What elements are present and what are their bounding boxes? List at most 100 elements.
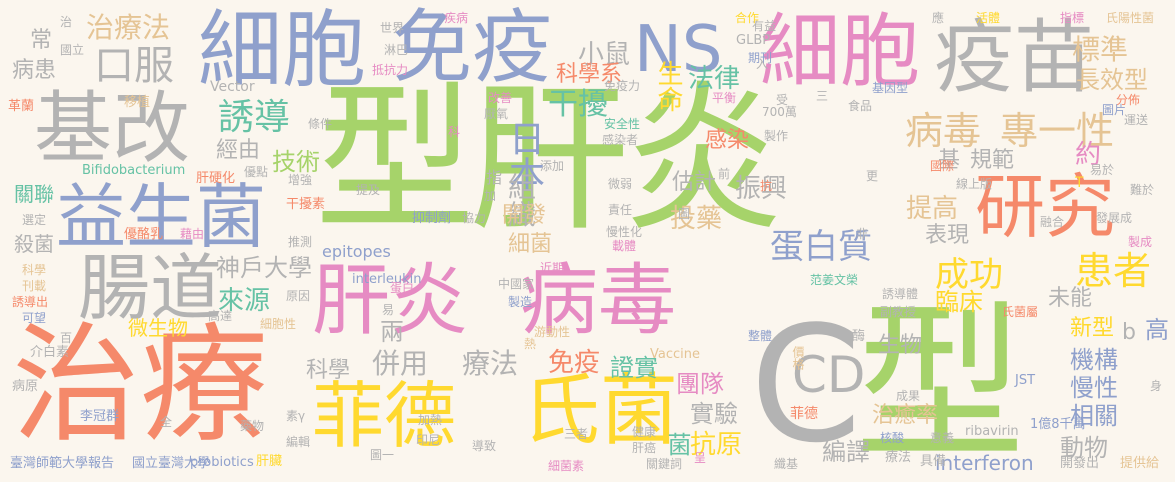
word-life: 生命: [653, 60, 683, 112]
word-epitopes: epitopes: [322, 242, 391, 261]
word-via: 經由: [216, 138, 261, 163]
word-animal: 動物: [1060, 434, 1108, 462]
word-tissue: 組織: [504, 172, 537, 228]
word-transport: 運送: [1124, 113, 1149, 127]
word-estimate: 估計: [672, 170, 717, 195]
word-weak: 微弱: [608, 177, 633, 191]
word-in-vivo: 活體: [976, 11, 1001, 25]
word-produce: 製作: [764, 129, 789, 143]
word-hundred: 百: [60, 331, 73, 345]
word-new-type: 新型: [1070, 316, 1115, 341]
word-often: 常: [30, 28, 53, 53]
word-meaning: 意義: [930, 431, 955, 445]
word-all: 全: [160, 415, 173, 429]
word-condition: 條件: [308, 117, 333, 131]
word-three: 三: [816, 89, 829, 103]
word-therapy-gray: 療法: [462, 347, 519, 380]
word-ke: 科: [448, 125, 461, 139]
word-interfere: 干擾: [548, 87, 608, 122]
word-probiotics: 益生菌: [56, 176, 266, 258]
word-base: 基: [938, 148, 961, 173]
word-cooperation: 合作: [735, 11, 760, 25]
word-three-parties: 三者: [564, 427, 589, 441]
word-cooperate: 協力: [462, 211, 487, 225]
word-pathogen: 病原: [12, 379, 39, 394]
word-ns: NS: [634, 13, 723, 87]
word-virus-pink: 病毒: [520, 256, 677, 346]
word-experiment: 實驗: [690, 400, 738, 428]
word-therapy-small: 療法: [885, 450, 912, 465]
word-interleukin: interleukin: [352, 272, 422, 287]
word-gram: 革蘭: [8, 99, 35, 114]
word-therapy-method: 治療法: [86, 11, 171, 44]
word-motility: 游動性: [534, 325, 571, 339]
word-protein-small: 蛋白: [390, 281, 415, 295]
word-treat-small: 治: [60, 15, 73, 29]
word-enzyme: 酶: [852, 329, 866, 344]
word-cellular: 細胞性: [260, 317, 297, 331]
word-ntu: 國立臺灣大學: [132, 456, 211, 471]
word-international: 國際: [930, 159, 955, 173]
word-protein: 蛋白質: [770, 227, 872, 267]
word-interferon-zh: 干擾素: [286, 197, 326, 212]
word-li-guanqun: 李冠群: [80, 409, 120, 424]
word-yogurt: 優酪乳: [124, 227, 164, 242]
word-heating: 加熱: [418, 413, 443, 427]
word-chronic: 慢性: [1070, 374, 1118, 402]
word-figure: 圖: [678, 207, 691, 221]
word-source: 來源: [218, 286, 271, 316]
word-vector: Vector: [210, 79, 255, 95]
word-japan: 日本: [503, 120, 544, 192]
word-cd: CD: [792, 346, 866, 404]
word-association: 關聯: [14, 182, 54, 206]
word-indicator: 指標: [1060, 11, 1085, 25]
word-institution: 機構: [1070, 346, 1118, 374]
word-reach: 高達: [208, 309, 233, 323]
word-figure-one: 圖一: [370, 448, 395, 462]
word-made-into: 製成: [1128, 235, 1153, 249]
word-science-dept: 科學系: [556, 62, 623, 87]
word-infection: 感染: [705, 128, 750, 153]
word-lymph: 淋巴: [384, 43, 409, 57]
word-technique: 技術: [272, 148, 320, 176]
word-revitalize: 振興: [735, 174, 788, 204]
word-safety: 安全性: [604, 117, 641, 131]
word-cause: 原因: [286, 289, 311, 303]
word-ribavirin: ribavirin: [965, 424, 1019, 439]
word-b: b: [1122, 320, 1136, 345]
word-science-gray: 科學: [306, 358, 351, 383]
word-phidel-orange: 菲德: [790, 406, 818, 422]
word-gram-positive: 氏陽性菌: [1106, 11, 1155, 25]
word-medication: 投藥: [670, 204, 723, 234]
word-balance: 平衡: [712, 91, 737, 105]
word-liver-cancer: 肝癌: [632, 441, 657, 455]
word-standard: 標準: [1072, 33, 1129, 66]
word-plus: 加: [484, 189, 497, 203]
word-receive: 受: [776, 93, 789, 107]
word-selected: 選定: [22, 213, 47, 227]
word-induce-out: 誘導出: [12, 295, 49, 309]
word-transplant: 移植: [124, 95, 151, 110]
word-lead-to: 導致: [472, 439, 497, 453]
word-national: 國立: [60, 43, 85, 57]
word-food: 食品: [848, 99, 873, 113]
word-enter: 入: [756, 57, 769, 71]
word-infected: 感染者: [602, 133, 639, 147]
word-verified: 證實: [610, 354, 658, 382]
word-advantage: 優點: [244, 165, 269, 179]
word-shi-bacteria: 氏菌: [522, 366, 679, 456]
word-body: 身: [1150, 379, 1163, 393]
word-price: 價格: [791, 346, 805, 370]
word-science-small: 科學: [22, 263, 47, 277]
word-editor: 編輯: [286, 435, 311, 449]
word-gmo: 基改: [34, 84, 191, 174]
word-bacteriocin: 細菌素: [548, 459, 585, 473]
word-approx: 約: [1075, 140, 1102, 170]
word-vaccine: 疫苗: [934, 11, 1094, 104]
word-liver: 肝臟: [256, 454, 283, 469]
word-inhibitor: 抑制劑: [412, 211, 452, 226]
word-anti: 抗: [760, 179, 773, 193]
word-easy: 易: [382, 303, 395, 317]
word-beneficial: 有益: [752, 19, 777, 33]
word-recent: 近期: [540, 261, 565, 275]
